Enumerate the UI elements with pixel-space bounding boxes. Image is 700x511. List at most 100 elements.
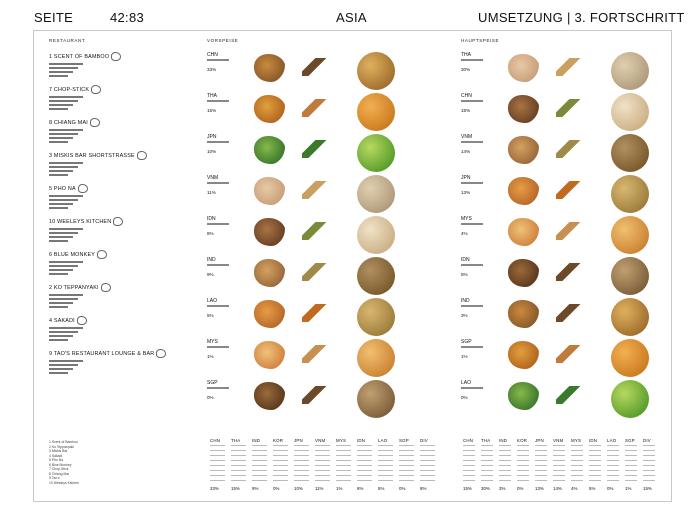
table-cell: [535, 455, 547, 457]
color-circle: [611, 52, 649, 90]
table-cell: [571, 470, 583, 472]
table-column-header: KOR: [273, 438, 284, 443]
ingredient-shape: [302, 386, 328, 404]
restaurant-detail-line: [49, 63, 83, 65]
table-cell: [420, 445, 435, 447]
table-cell: [336, 445, 351, 447]
table-total: 8%: [357, 486, 364, 491]
dish-photo: [508, 136, 540, 164]
restaurant-detail-line: [49, 294, 83, 296]
restaurant-detail-line: [49, 166, 78, 168]
country-share: 1%: [461, 354, 468, 359]
table-cell: [463, 445, 475, 447]
table-column-header: CHN: [210, 438, 221, 443]
restaurant-detail-line: [49, 273, 68, 275]
restaurant-detail-line: [49, 228, 83, 230]
table-cell: [399, 445, 414, 447]
country-label: SGP 0%: [207, 380, 247, 400]
restaurant-mark-icon: [91, 85, 102, 94]
table-column-header: MYS: [336, 438, 347, 443]
table-cell: [499, 470, 511, 472]
table-cell: [273, 445, 288, 447]
table-total: 0%: [273, 486, 280, 491]
country-subline: [461, 387, 483, 389]
table-cell: [481, 455, 493, 457]
table-cell: [210, 480, 225, 482]
country-share: 1%: [207, 354, 214, 359]
table-cell: [378, 480, 393, 482]
table-cell: [607, 480, 619, 482]
color-circle: [611, 93, 649, 131]
ingredient-shape: [302, 58, 328, 76]
legend-item: 1 Scent of Bamboo: [49, 440, 78, 444]
table-cell: [643, 480, 655, 482]
table-cell: [420, 470, 435, 472]
restaurant-mark-icon: [97, 250, 108, 259]
table-cell: [252, 475, 267, 477]
table-column-header: VNM: [553, 438, 564, 443]
country-share: 8%: [207, 231, 214, 236]
table-cell: [315, 470, 330, 472]
country-share: 0%: [461, 395, 468, 400]
table-column-header: DIV: [420, 438, 428, 443]
restaurant-detail-line: [49, 195, 83, 197]
table-column-header: JPN: [294, 438, 303, 443]
table-column-header: CHN: [463, 438, 474, 443]
table-cell: [336, 460, 351, 462]
ingredient-shape: [556, 263, 582, 281]
table-cell: [643, 475, 655, 477]
table-total: 0%: [517, 486, 524, 491]
table-cell: [210, 470, 225, 472]
table-column-header: THA: [481, 438, 491, 443]
color-circle: [611, 298, 649, 336]
table-cell: [589, 475, 601, 477]
dish-photo: [508, 382, 540, 410]
country-share: 5%: [207, 313, 214, 318]
country-share: 15%: [207, 108, 217, 113]
restaurant-name: 2 KO TEPPANYAKI: [49, 283, 169, 292]
table-column-header: IDN: [357, 438, 366, 443]
table-column-header: SGP: [625, 438, 635, 443]
table-cell: [420, 465, 435, 467]
table-total: 10%: [294, 486, 303, 491]
table-column-header: IND: [252, 438, 261, 443]
table-cell: [535, 460, 547, 462]
restaurant-detail-line: [49, 108, 68, 110]
table-cell: [625, 455, 637, 457]
table-cell: [252, 445, 267, 447]
table-cell: [273, 450, 288, 452]
table-cell: [463, 450, 475, 452]
table-cell: [399, 480, 414, 482]
table-cell: [378, 460, 393, 462]
table-cell: [481, 460, 493, 462]
country-label: CHN 15%: [461, 93, 501, 113]
table-cell: [589, 480, 601, 482]
country-subline: [207, 59, 229, 61]
table-cell: [553, 445, 565, 447]
restaurant-detail-line: [49, 207, 68, 209]
country-code: MYS: [207, 339, 218, 345]
table-cell: [420, 450, 435, 452]
page-number: 42:83: [110, 10, 145, 25]
table-cell: [553, 455, 565, 457]
color-circle: [357, 216, 395, 254]
country-label: SGP 1%: [461, 339, 501, 359]
restaurant-entry: 4 SAKADI: [49, 316, 169, 341]
table-cell: [481, 445, 493, 447]
color-circle: [357, 175, 395, 213]
table-cell: [273, 465, 288, 467]
table-cell: [643, 460, 655, 462]
country-share: 11%: [207, 190, 216, 195]
restaurant-detail-line: [49, 67, 78, 69]
table-cell: [315, 460, 330, 462]
restaurant-detail-line: [49, 100, 78, 102]
table-cell: [481, 470, 493, 472]
dish-photo: [254, 136, 286, 164]
table-cell: [210, 465, 225, 467]
legend-item: 9 Tao's: [49, 476, 60, 480]
table-cell: [499, 445, 511, 447]
restaurant-entry: 1 SCENT OF BAMBOO: [49, 52, 169, 77]
table-cell: [625, 475, 637, 477]
table-cell: [336, 465, 351, 467]
